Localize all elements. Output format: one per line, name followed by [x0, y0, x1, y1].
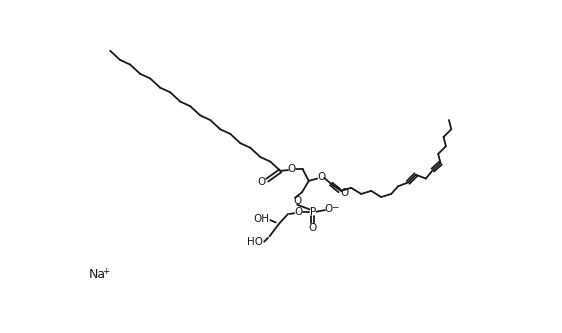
- Text: O: O: [288, 164, 296, 173]
- Text: Na: Na: [89, 268, 106, 281]
- Text: O: O: [325, 204, 333, 214]
- Text: O: O: [317, 172, 325, 182]
- Text: O: O: [258, 177, 266, 187]
- Text: O: O: [293, 196, 301, 206]
- Text: O: O: [309, 223, 317, 233]
- Text: OH: OH: [254, 214, 270, 224]
- Text: −: −: [331, 202, 339, 211]
- Text: P: P: [310, 207, 316, 217]
- Text: HO: HO: [247, 237, 263, 247]
- Text: O: O: [294, 207, 303, 217]
- Text: +: +: [102, 267, 109, 276]
- Text: O: O: [340, 188, 348, 198]
